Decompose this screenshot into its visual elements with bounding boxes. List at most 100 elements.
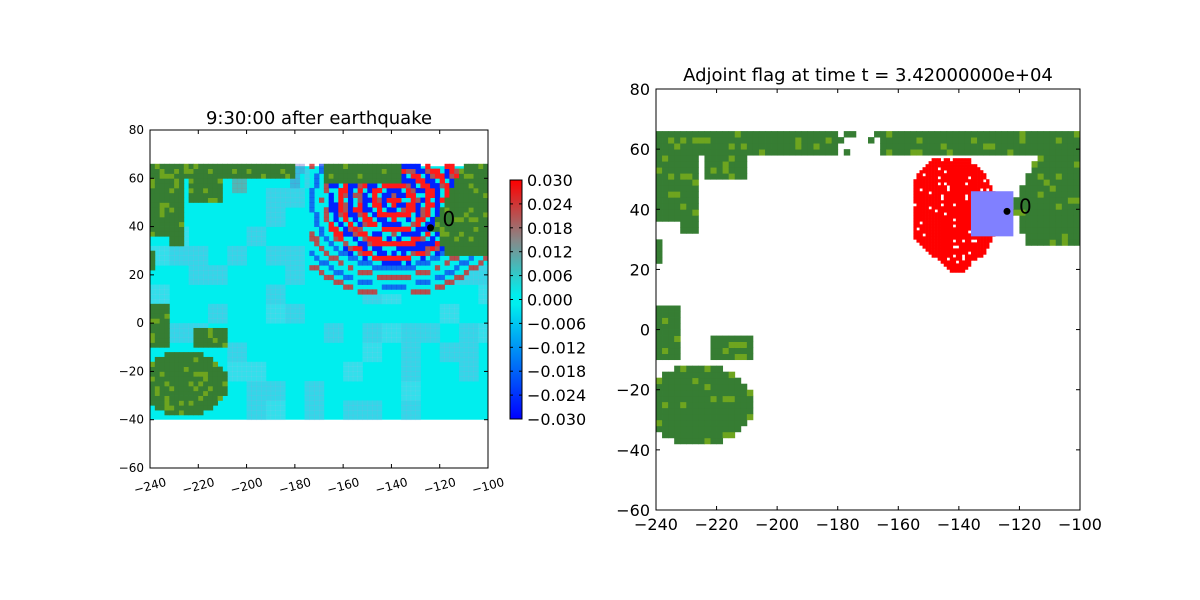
wave-cell [270,313,276,319]
flag-cell [931,185,935,189]
land-cell [734,395,742,403]
wave-cell [203,265,209,271]
wave-cell [420,226,426,232]
land-cell [886,143,893,150]
land-cell [958,137,966,144]
flag-cell [937,158,941,162]
land-cell [159,327,165,334]
wave-cell [405,265,412,271]
wave-cell [193,323,199,329]
flag-cell [958,179,963,183]
wave-cell [483,289,488,295]
flag-cell [970,188,975,192]
wave-cell [319,260,325,266]
land-cell [164,361,170,367]
land-cell [1037,179,1045,186]
wave-cell [178,250,185,256]
land-cell [1049,239,1057,246]
land-cell [154,381,161,387]
wave-cell [463,356,470,363]
wave-cell [174,250,180,256]
land-cell [1043,209,1051,216]
wave-cell [338,187,344,194]
land-cell [478,197,484,203]
land-cell [1055,203,1063,210]
land-cell [217,371,223,377]
wave-cell [434,168,441,174]
land-cell [716,407,724,415]
wave-cell [188,270,194,276]
land-cell [193,356,199,363]
wave-cell [270,381,276,387]
wave-cell [343,250,349,256]
land-cell [710,347,717,355]
land-cell [1067,131,1075,138]
land-cell [674,377,681,385]
wave-cell [410,342,416,348]
land-cell [686,131,693,138]
wave-cell [468,265,474,271]
flag-cell [958,260,963,264]
land-cell [746,395,754,403]
wave-cell [174,332,180,339]
land-cell [1019,197,1026,204]
land-cell [150,313,156,319]
land-cell [169,192,175,198]
land-cell [686,179,693,186]
wave-cell [164,294,170,300]
land-cell [150,308,156,314]
flag-cell [958,191,963,195]
flag-cell [946,173,951,177]
flag-cell [949,227,954,231]
land-cell [222,337,228,343]
wave-cell [256,395,262,401]
wave-cell [347,361,354,367]
flag-cell [949,164,954,168]
wave-cell [391,274,397,281]
wave-cell [420,279,426,285]
wave-cell [328,255,334,261]
land-cell [1037,185,1045,192]
flag-cell [967,182,972,186]
land-cell [463,192,470,198]
flag-cell [958,248,963,252]
land-cell [674,131,681,138]
land-cell [459,226,465,232]
land-cell [674,407,681,415]
flag-cell [940,179,945,183]
land-cell [150,207,156,213]
wave-cell [454,173,460,179]
land-cell [217,173,223,179]
land-cell [217,376,223,382]
wave-cell [434,187,441,194]
land-cell [1049,185,1057,192]
land-cell [463,216,470,223]
wave-cell [376,400,383,406]
land-cell [656,401,663,409]
land-cell [692,425,699,433]
land-cell [1067,143,1075,150]
land-cell [662,179,669,186]
land-cell [668,353,675,361]
land-cell [169,226,175,232]
land-cell [1073,191,1080,198]
flag-cell [958,254,963,258]
flag-cell [943,167,948,171]
flag-cell [961,191,966,195]
wave-cell [372,255,378,261]
right-gauge-label: 0 [1019,194,1032,218]
flag-cell [946,218,951,222]
wave-cell [198,274,204,281]
land-cell [674,413,681,421]
flag-cell [949,218,954,222]
wave-cell [405,405,412,411]
land-cell [188,168,194,174]
wave-cell [246,236,252,242]
land-cell [439,212,445,218]
wave-cell [401,202,407,208]
land-cell [843,149,851,156]
flag-cell [983,188,987,192]
wave-cell [150,245,156,252]
land-cell [1055,191,1063,198]
wave-cell [415,187,421,194]
